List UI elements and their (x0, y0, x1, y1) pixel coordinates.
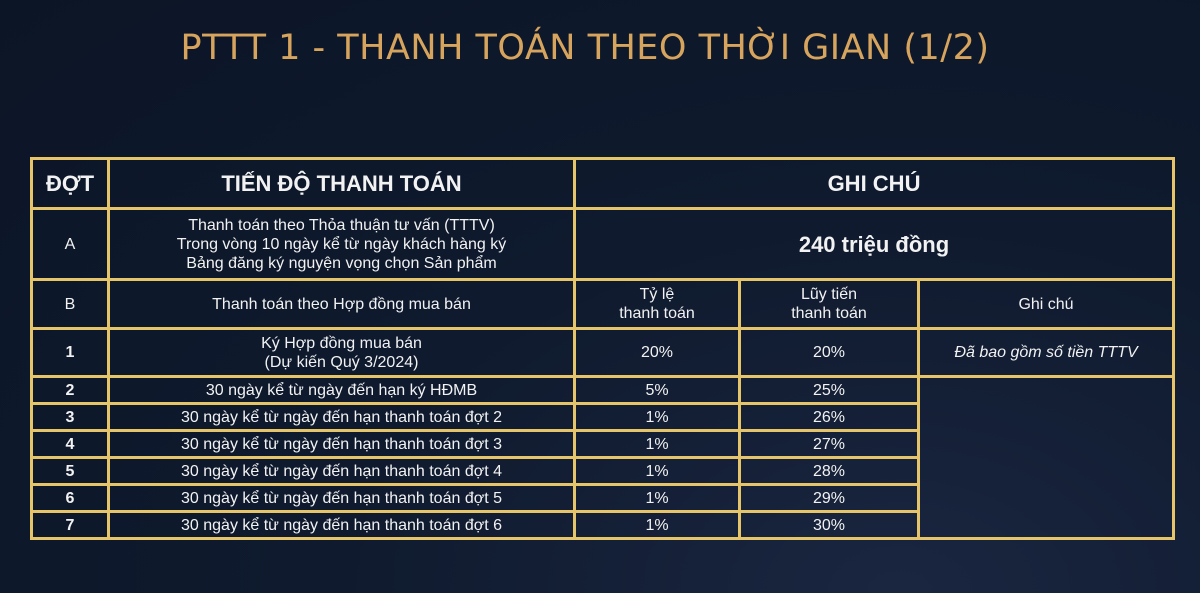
dot-cell: 1 (30, 327, 110, 378)
schedule-line: (Dự kiến Quý 3/2024) (264, 353, 419, 371)
rate-cell: 1% (573, 510, 741, 540)
table-row: 5 30 ngày kể từ ngày đến hạn thanh toán đ… (30, 456, 1174, 486)
schedule-line: Thanh toán theo Thỏa thuận tư vấn (TTTV) (188, 216, 495, 234)
table-row: 2 30 ngày kể từ ngày đến hạn ký HĐMB 5% 25% (30, 375, 1176, 540)
cumulative-cell: 20% (738, 327, 920, 378)
schedule-cell: Thanh toán theo Thỏa thuận tư vấn (TTTV)… (107, 207, 576, 281)
note-cell: Đã bao gồm số tiền TTTV (916, 327, 1176, 378)
table-header-row: ĐỢT TIẾN ĐỘ THANH TOÁN GHI CHÚ (30, 157, 1176, 210)
dot-cell: 6 (30, 483, 110, 513)
cumulative-header-line: Lũy tiến (800, 286, 858, 303)
cumulative-cell: 25% (738, 375, 920, 405)
dot-cell: 4 (30, 429, 110, 459)
schedule-cell: Ký Hợp đồng mua bán (Dự kiến Quý 3/2024) (107, 327, 576, 378)
cumulative-cell: 26% (738, 402, 920, 432)
dot-cell: A (30, 207, 110, 281)
dot-cell: 7 (30, 510, 110, 540)
cumulative-cell: 27% (738, 429, 920, 459)
schedule-cell: 30 ngày kể từ ngày đến hạn thanh toán đợ… (107, 510, 576, 540)
table-row-b: B Thanh toán theo Hợp đồng mua bán Tỷ lệ… (30, 278, 1176, 330)
cumulative-header: Lũy tiến thanh toán (738, 278, 920, 330)
schedule-line: Ký Hợp đồng mua bán (261, 334, 422, 352)
table-row: 3 30 ngày kể từ ngày đến hạn thanh toán đ… (30, 402, 1174, 432)
dot-cell: B (30, 278, 110, 330)
schedule-line: Bảng đăng ký nguyện vọng chọn Sản phẩm (186, 254, 497, 272)
payment-schedule-table: ĐỢT TIẾN ĐỘ THANH TOÁN GHI CHÚ A Thanh t… (30, 157, 1176, 540)
note-header: Ghi chú (916, 278, 1176, 330)
cumulative-cell: 28% (738, 456, 920, 486)
page-title: PTTT 1 - THANH TOÁN THEO THỜI GIAN (1/2) (180, 28, 990, 68)
note-cell: 240 triệu đồng (572, 207, 1176, 281)
dot-cell: 2 (30, 375, 110, 405)
schedule-cell: 30 ngày kể từ ngày đến hạn thanh toán đợ… (107, 483, 576, 513)
empty-note-cell (916, 375, 1176, 540)
schedule-cell: 30 ngày kể từ ngày đến hạn thanh toán đợ… (107, 456, 576, 486)
header-note: GHI CHÚ (572, 157, 1176, 210)
cumulative-cell: 30% (738, 510, 920, 540)
cumulative-header-line: thanh toán (791, 305, 867, 322)
rate-header-line: thanh toán (619, 305, 695, 322)
table-row-a: A Thanh toán theo Thỏa thuận tư vấn (TTT… (30, 207, 1176, 281)
schedule-cell: Thanh toán theo Hợp đồng mua bán (107, 278, 576, 330)
table-row: 4 30 ngày kể từ ngày đến hạn thanh toán đ… (30, 429, 1174, 459)
rate-cell: 1% (573, 456, 741, 486)
rate-cell: 1% (573, 402, 741, 432)
rate-cell: 20% (573, 327, 741, 378)
rate-header-line: Tỷ lệ (639, 286, 675, 303)
dot-cell: 3 (30, 402, 110, 432)
cumulative-cell: 29% (738, 483, 920, 513)
schedule-cell: 30 ngày kể từ ngày đến hạn thanh toán đợ… (107, 402, 576, 432)
rate-header: Tỷ lệ thanh toán (573, 278, 741, 330)
header-dot: ĐỢT (30, 157, 110, 210)
schedule-cell: 30 ngày kể từ ngày đến hạn thanh toán đợ… (107, 429, 576, 459)
table-row: 6 30 ngày kể từ ngày đến hạn thanh toán đ… (30, 483, 1174, 513)
dot-cell: 5 (30, 456, 110, 486)
rate-cell: 5% (573, 375, 741, 405)
table-row-1: 1 Ký Hợp đồng mua bán (Dự kiến Quý 3/202… (30, 327, 1176, 378)
table-row: 7 30 ngày kể từ ngày đến hạn thanh toán đ… (30, 510, 1174, 540)
rate-cell: 1% (573, 483, 741, 513)
rate-cell: 1% (573, 429, 741, 459)
schedule-cell: 30 ngày kể từ ngày đến hạn ký HĐMB (107, 375, 576, 405)
header-schedule: TIẾN ĐỘ THANH TOÁN (107, 157, 576, 210)
schedule-line: Trong vòng 10 ngày kể từ ngày khách hàng… (176, 235, 507, 253)
